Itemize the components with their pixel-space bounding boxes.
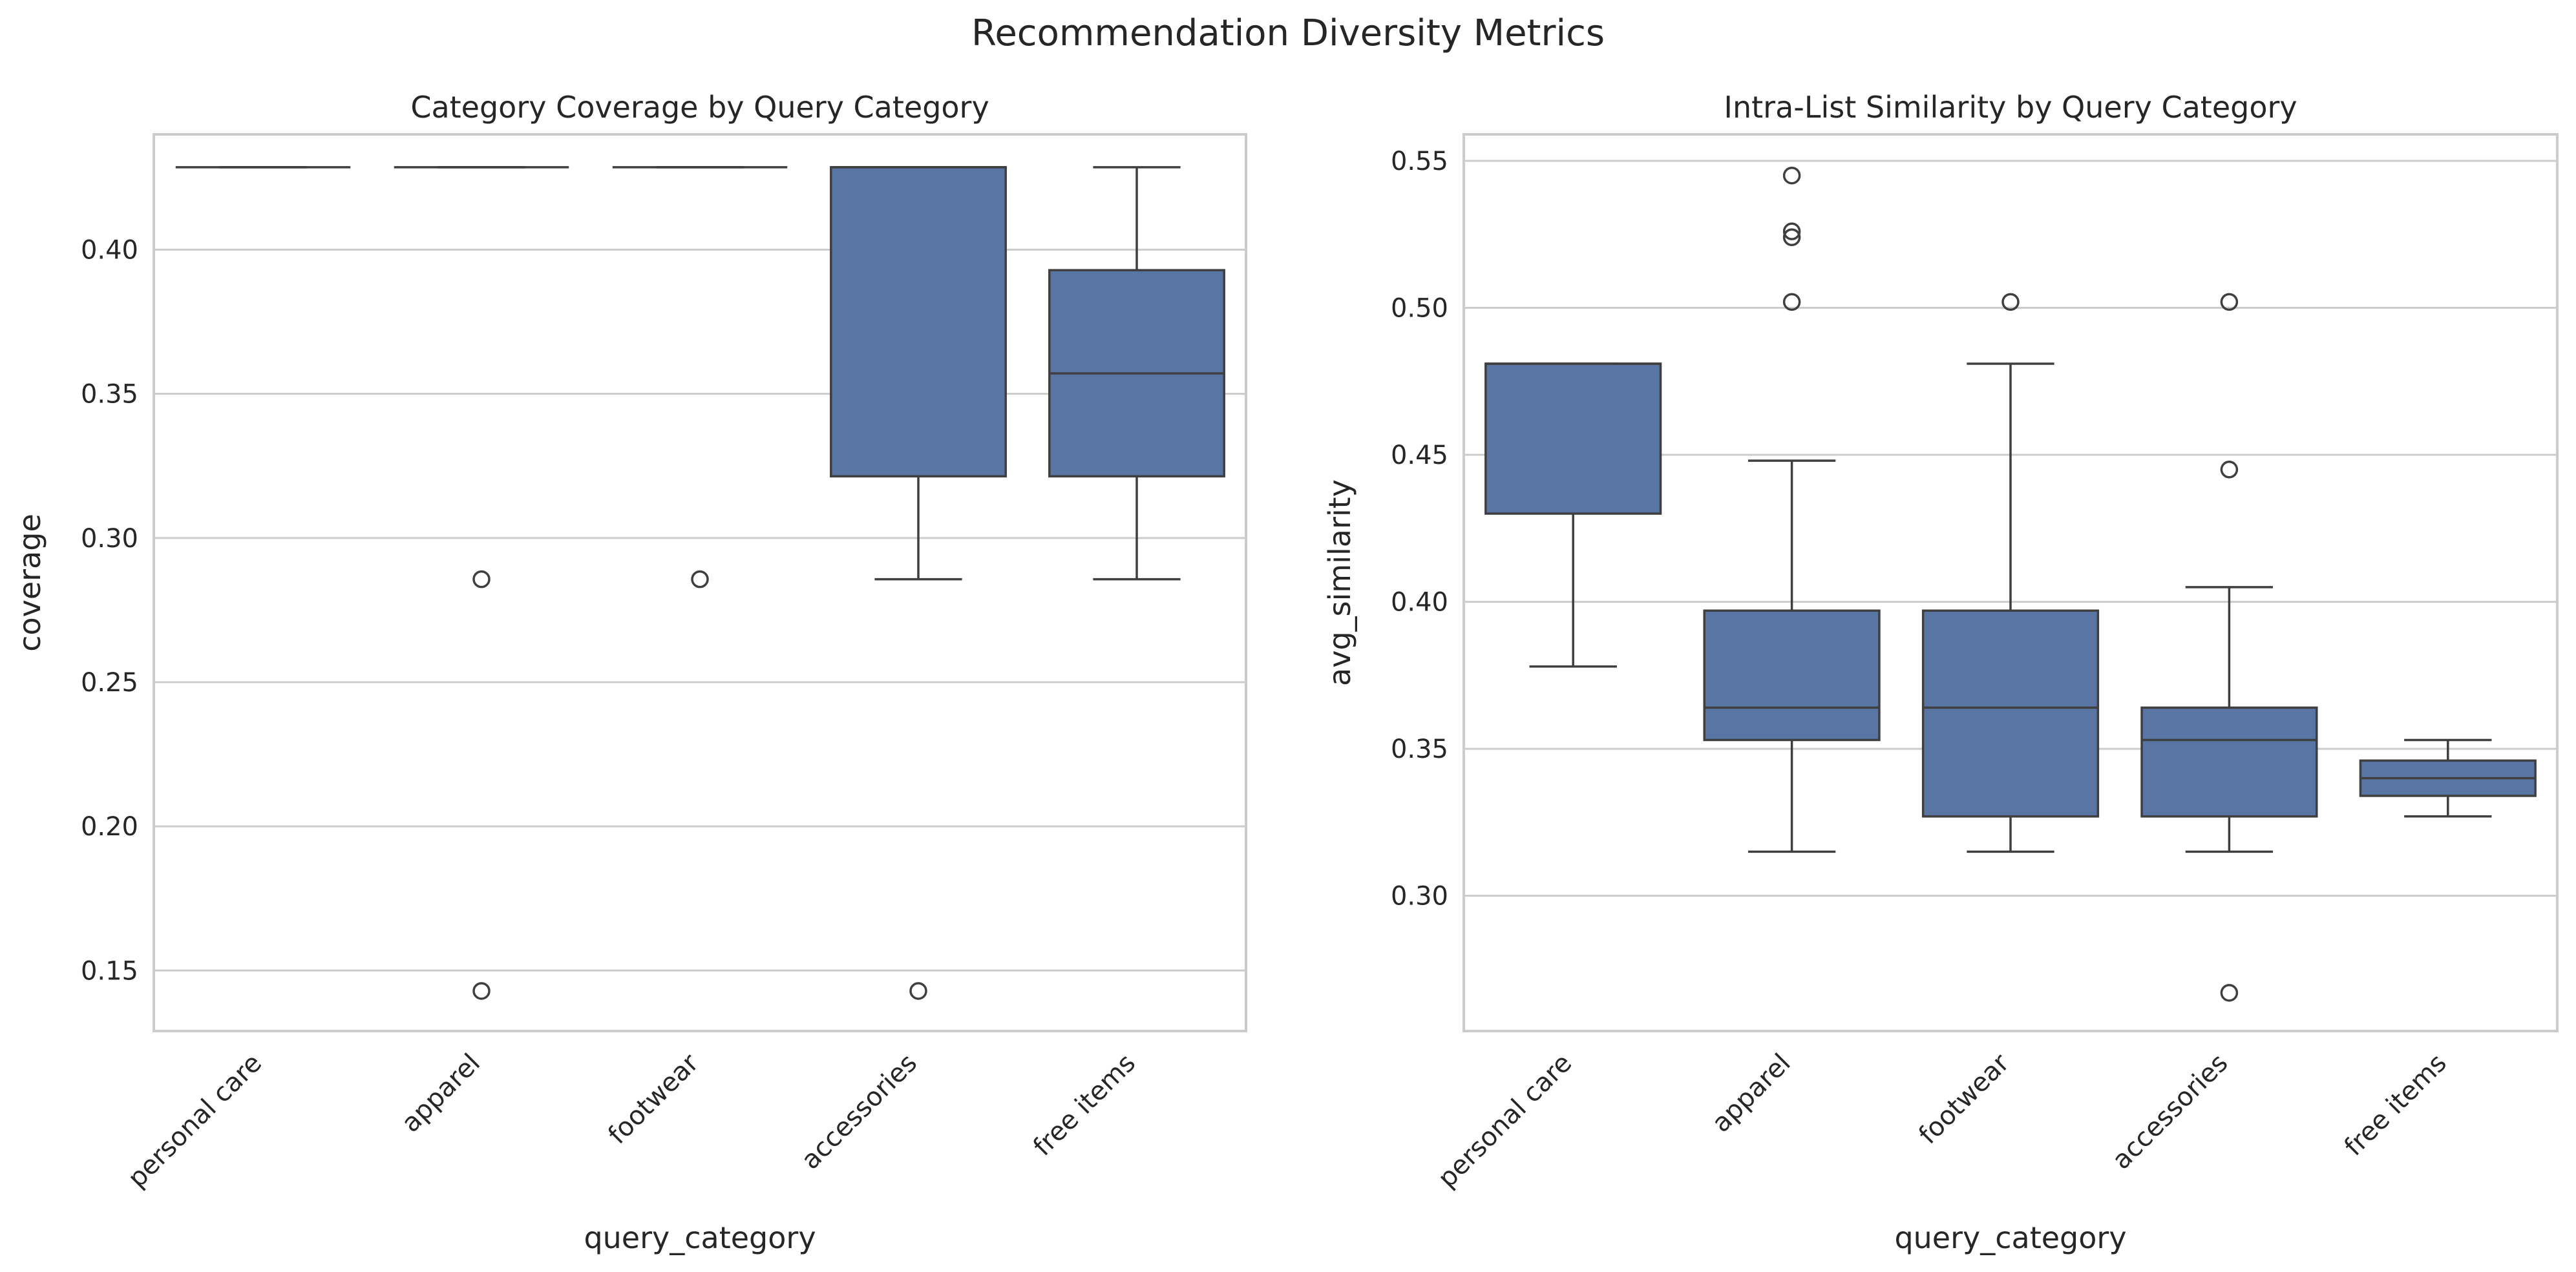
chart2-ytick-label: 0.35 xyxy=(1391,735,1448,764)
chart2-outlier xyxy=(2001,293,2020,311)
chart2-iqr-box xyxy=(1484,362,1662,515)
chart2-panel: 0.30 0.35 0.40 0.45 0.50 0.55 personal care app… xyxy=(1322,90,2559,1255)
chart2-box-3 xyxy=(1921,293,2100,853)
chart1-outlier xyxy=(909,982,927,1000)
chart2-outlier xyxy=(2220,293,2239,311)
chart2-iqr-box xyxy=(1703,609,1881,742)
chart1-panel: 0.15 0.20 0.25 0.30 0.35 0.40 personal care app… xyxy=(12,90,1247,1255)
chart2-box-4 xyxy=(2140,293,2318,1002)
chart2-ytick-label: 0.40 xyxy=(1391,588,1448,618)
chart2-xtick-label: personal care xyxy=(1432,1048,1578,1194)
chart2-xtick-label: free items xyxy=(2339,1048,2453,1162)
chart1-box-5 xyxy=(1048,166,1225,581)
chart1-outlier xyxy=(472,570,491,589)
chart1-ytick-label: 0.40 xyxy=(81,236,138,266)
chart2-outlier xyxy=(1782,293,1801,311)
chart1-box-3 xyxy=(612,166,788,589)
chart2-frame xyxy=(1462,133,2559,1032)
chart2-outlier xyxy=(1782,222,1801,240)
chart2-ytick-label: 0.30 xyxy=(1391,882,1448,912)
chart2-outlier xyxy=(2220,461,2239,479)
chart2-xtick-label: accessories xyxy=(2107,1048,2234,1176)
chart2-title: Intra-List Similarity by Query Category xyxy=(1724,90,2297,125)
chart2-ytick-label: 0.45 xyxy=(1391,441,1448,470)
chart2-ytick-label: 0.50 xyxy=(1391,293,1448,323)
chart1-outlier xyxy=(472,982,491,1000)
chart1-ytick-label: 0.20 xyxy=(81,812,138,842)
figure-title: Recommendation Diversity Metrics xyxy=(971,12,1605,54)
chart1-ytick-label: 0.35 xyxy=(81,380,138,410)
chart2-xlabel: query_category xyxy=(1894,1220,2126,1255)
chart1-xtick-label: accessories xyxy=(796,1048,923,1176)
chart2-outlier xyxy=(2220,984,2239,1002)
chart1-title: Category Coverage by Query Category xyxy=(410,90,989,125)
chart2-xtick-label: apparel xyxy=(1706,1048,1796,1138)
chart1-ytick-label: 0.15 xyxy=(81,956,138,986)
chart2-outlier xyxy=(1782,228,1801,247)
chart2-iqr-box xyxy=(2140,706,2318,818)
chart1-xtick-label: apparel xyxy=(396,1048,486,1138)
chart2-box-5 xyxy=(2359,738,2537,818)
chart2-ylabel: avg_similarity xyxy=(1322,479,1357,686)
chart2-box-2 xyxy=(1703,166,1881,853)
chart1-xtick-label: personal care xyxy=(122,1048,268,1194)
chart2-box-1 xyxy=(1484,362,1662,668)
chart1-xtick-label: free items xyxy=(1028,1048,1141,1162)
chart2-outlier xyxy=(1782,166,1801,185)
chart1-outlier xyxy=(691,570,709,589)
chart2-iqr-box xyxy=(1921,609,2100,818)
chart1-xtick-label: footwear xyxy=(602,1048,704,1150)
chart1-iqr-box xyxy=(830,166,1007,478)
chart1-box-2 xyxy=(394,166,569,1000)
chart2-ytick-label: 0.55 xyxy=(1391,147,1448,176)
chart1-box-4 xyxy=(830,166,1007,1000)
chart1-ytick-label: 0.25 xyxy=(81,668,138,698)
chart1-ylabel: coverage xyxy=(12,514,47,652)
chart1-frame xyxy=(153,133,1247,1032)
chart2-xtick-label: footwear xyxy=(1913,1048,2015,1150)
chart1-ytick-label: 0.30 xyxy=(81,524,138,554)
chart1-xlabel: query_category xyxy=(584,1220,816,1255)
